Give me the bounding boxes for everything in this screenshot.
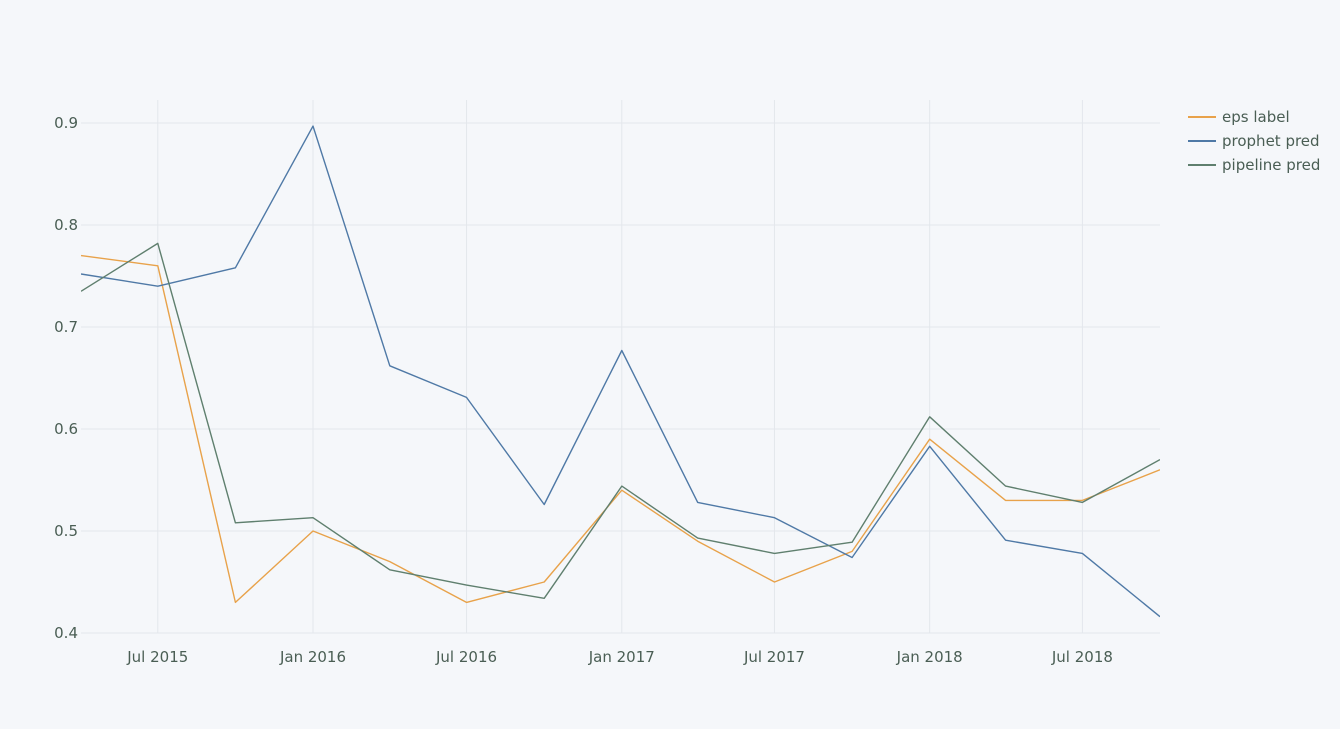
x-tick-label: Jan 2018 (896, 648, 963, 666)
legend-item[interactable]: pipeline pred (1188, 156, 1320, 174)
legend-item[interactable]: eps label (1188, 108, 1290, 126)
series-line-prophet-pred (81, 125, 1160, 618)
legend-label: prophet pred (1222, 132, 1320, 150)
legend-label: eps label (1222, 108, 1290, 126)
y-tick-label: 0.5 (54, 522, 78, 540)
y-tick-label: 0.9 (54, 114, 78, 132)
x-tick-label: Jul 2017 (743, 648, 805, 666)
series-line-pipeline-pred (81, 242, 1160, 599)
y-tick-label: 0.8 (54, 216, 78, 234)
y-axis: 0.4 0.5 0.6 0.7 0.8 0.9 (54, 114, 78, 642)
x-axis: Jul 2015 Jan 2016 Jul 2016 Jan 2017 Jul 2017… (126, 648, 1113, 666)
x-tick-label: Jul 2015 (126, 648, 188, 666)
y-tick-label: 0.6 (54, 420, 78, 438)
x-tick-label: Jan 2017 (588, 648, 655, 666)
legend[interactable]: eps label prophet pred pipeline pred (1188, 108, 1320, 174)
x-tick-label: Jan 2016 (279, 648, 346, 666)
x-tick-label: Jul 2018 (1051, 648, 1113, 666)
legend-item[interactable]: prophet pred (1188, 132, 1320, 150)
x-tick-label: Jul 2016 (435, 648, 497, 666)
grid (81, 100, 1160, 634)
legend-label: pipeline pred (1222, 156, 1320, 174)
y-tick-label: 0.7 (54, 318, 78, 336)
series-line-eps-label (81, 254, 1160, 604)
series-lines (81, 125, 1160, 618)
y-tick-label: 0.4 (54, 624, 78, 642)
